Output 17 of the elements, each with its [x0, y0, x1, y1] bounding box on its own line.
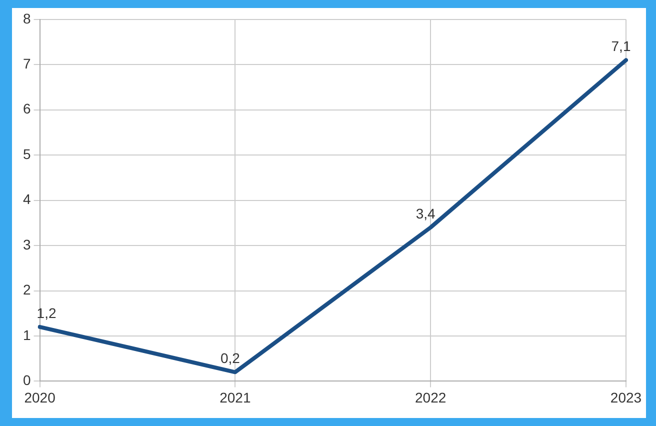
y-tick-label: 6: [22, 100, 31, 117]
y-tick-label: 3: [22, 236, 31, 252]
y-tick-label: 7: [22, 55, 31, 72]
y-tick-label: 0: [22, 372, 31, 388]
y-tick-label: 8: [22, 10, 31, 26]
x-tick-label: 2022: [415, 389, 446, 406]
x-tick-label: 2020: [24, 389, 56, 406]
x-tick-label: 2021: [220, 389, 251, 406]
data-label: 7,1: [611, 38, 631, 54]
y-tick-label: 1: [22, 326, 31, 343]
y-tick-label: 2: [22, 282, 31, 298]
data-label: 1,2: [36, 304, 56, 321]
data-label: 0,2: [220, 350, 240, 366]
y-tick-label: 4: [22, 191, 31, 208]
data-label: 3,4: [416, 205, 436, 222]
x-tick-label: 2023: [610, 389, 642, 406]
y-tick-label: 5: [22, 146, 31, 162]
